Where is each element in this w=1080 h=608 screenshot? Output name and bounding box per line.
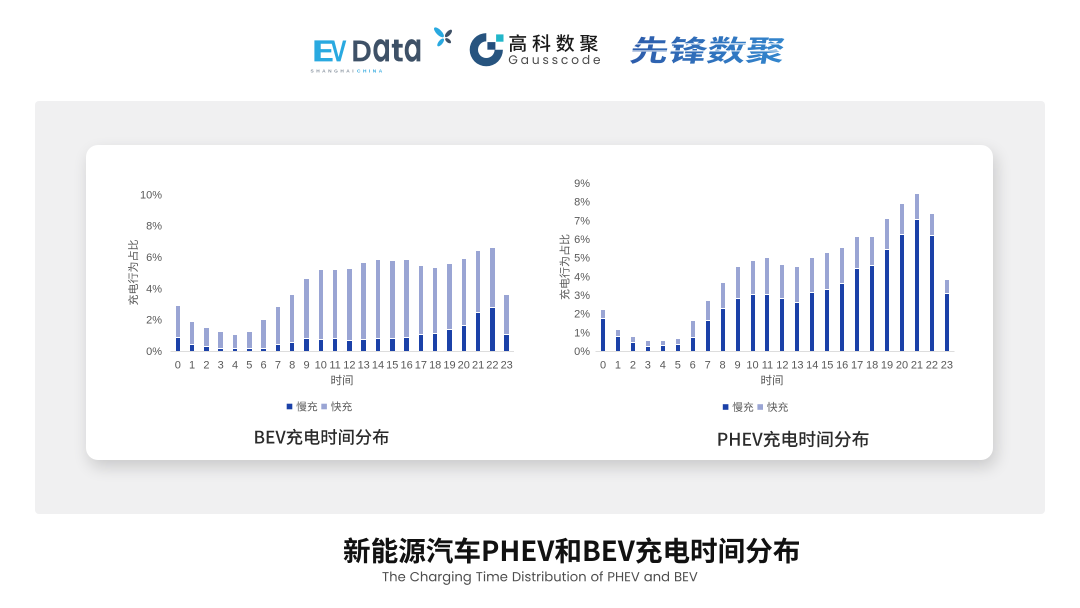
svg-text:9: 9 [734, 360, 740, 372]
svg-text:2: 2 [203, 360, 209, 372]
svg-text:1: 1 [189, 360, 195, 372]
svg-text:8%: 8% [574, 197, 590, 209]
svg-text:0: 0 [600, 360, 606, 372]
svg-text:15: 15 [386, 360, 398, 372]
svg-text:4: 4 [232, 360, 238, 372]
svg-text:20: 20 [896, 360, 908, 372]
svg-text:1: 1 [615, 360, 621, 372]
svg-text:2%: 2% [146, 315, 162, 327]
svg-text:10%: 10% [140, 189, 162, 201]
svg-text:15: 15 [821, 360, 833, 372]
svg-text:11: 11 [762, 360, 773, 372]
svg-text:9%: 9% [574, 178, 590, 190]
svg-text:8%: 8% [146, 221, 162, 233]
svg-text:9: 9 [303, 360, 309, 372]
svg-text:3: 3 [218, 360, 224, 372]
svg-text:21: 21 [911, 360, 923, 372]
svg-text:7: 7 [705, 360, 711, 372]
svg-text:23: 23 [501, 360, 513, 372]
svg-text:5: 5 [246, 360, 252, 372]
svg-text:7%: 7% [574, 215, 590, 227]
svg-text:4%: 4% [146, 283, 162, 295]
svg-text:8: 8 [289, 360, 295, 372]
svg-text:4%: 4% [574, 271, 590, 283]
svg-text:0%: 0% [146, 346, 162, 358]
svg-text:18: 18 [866, 360, 878, 372]
svg-text:5%: 5% [574, 253, 590, 265]
svg-text:8: 8 [720, 360, 726, 372]
svg-text:19: 19 [443, 360, 455, 372]
svg-text:17: 17 [415, 360, 427, 372]
svg-text:2%: 2% [574, 309, 590, 321]
svg-text:6: 6 [261, 360, 267, 372]
svg-text:17: 17 [851, 360, 863, 372]
svg-text:10: 10 [315, 360, 327, 372]
svg-text:6%: 6% [146, 252, 162, 264]
svg-text:13: 13 [791, 360, 803, 372]
svg-text:3%: 3% [574, 290, 590, 302]
svg-text:12: 12 [776, 360, 788, 372]
svg-text:7: 7 [275, 360, 281, 372]
svg-text:0: 0 [175, 360, 181, 372]
svg-text:12: 12 [343, 360, 355, 372]
svg-text:14: 14 [806, 360, 818, 372]
svg-text:13: 13 [358, 360, 370, 372]
svg-text:CHINA: CHINA [357, 69, 385, 75]
svg-text:22: 22 [486, 360, 498, 372]
svg-text:21: 21 [472, 360, 484, 372]
svg-text:5: 5 [675, 360, 681, 372]
svg-text:22: 22 [926, 360, 938, 372]
svg-text:20: 20 [458, 360, 470, 372]
svg-text:4: 4 [660, 360, 666, 372]
svg-text:11: 11 [329, 360, 340, 372]
svg-text:16: 16 [836, 360, 848, 372]
svg-text:6: 6 [690, 360, 696, 372]
svg-text:18: 18 [429, 360, 441, 372]
svg-text:0%: 0% [574, 346, 590, 358]
svg-text:23: 23 [941, 360, 953, 372]
svg-text:19: 19 [881, 360, 893, 372]
svg-text:14: 14 [372, 360, 384, 372]
svg-text:16: 16 [400, 360, 412, 372]
svg-text:3: 3 [645, 360, 651, 372]
svg-text:6%: 6% [574, 234, 590, 246]
svg-text:SHANGHAI: SHANGHAI [311, 69, 357, 75]
svg-text:1%: 1% [574, 327, 590, 339]
svg-text:10: 10 [746, 360, 758, 372]
svg-text:2: 2 [630, 360, 636, 372]
